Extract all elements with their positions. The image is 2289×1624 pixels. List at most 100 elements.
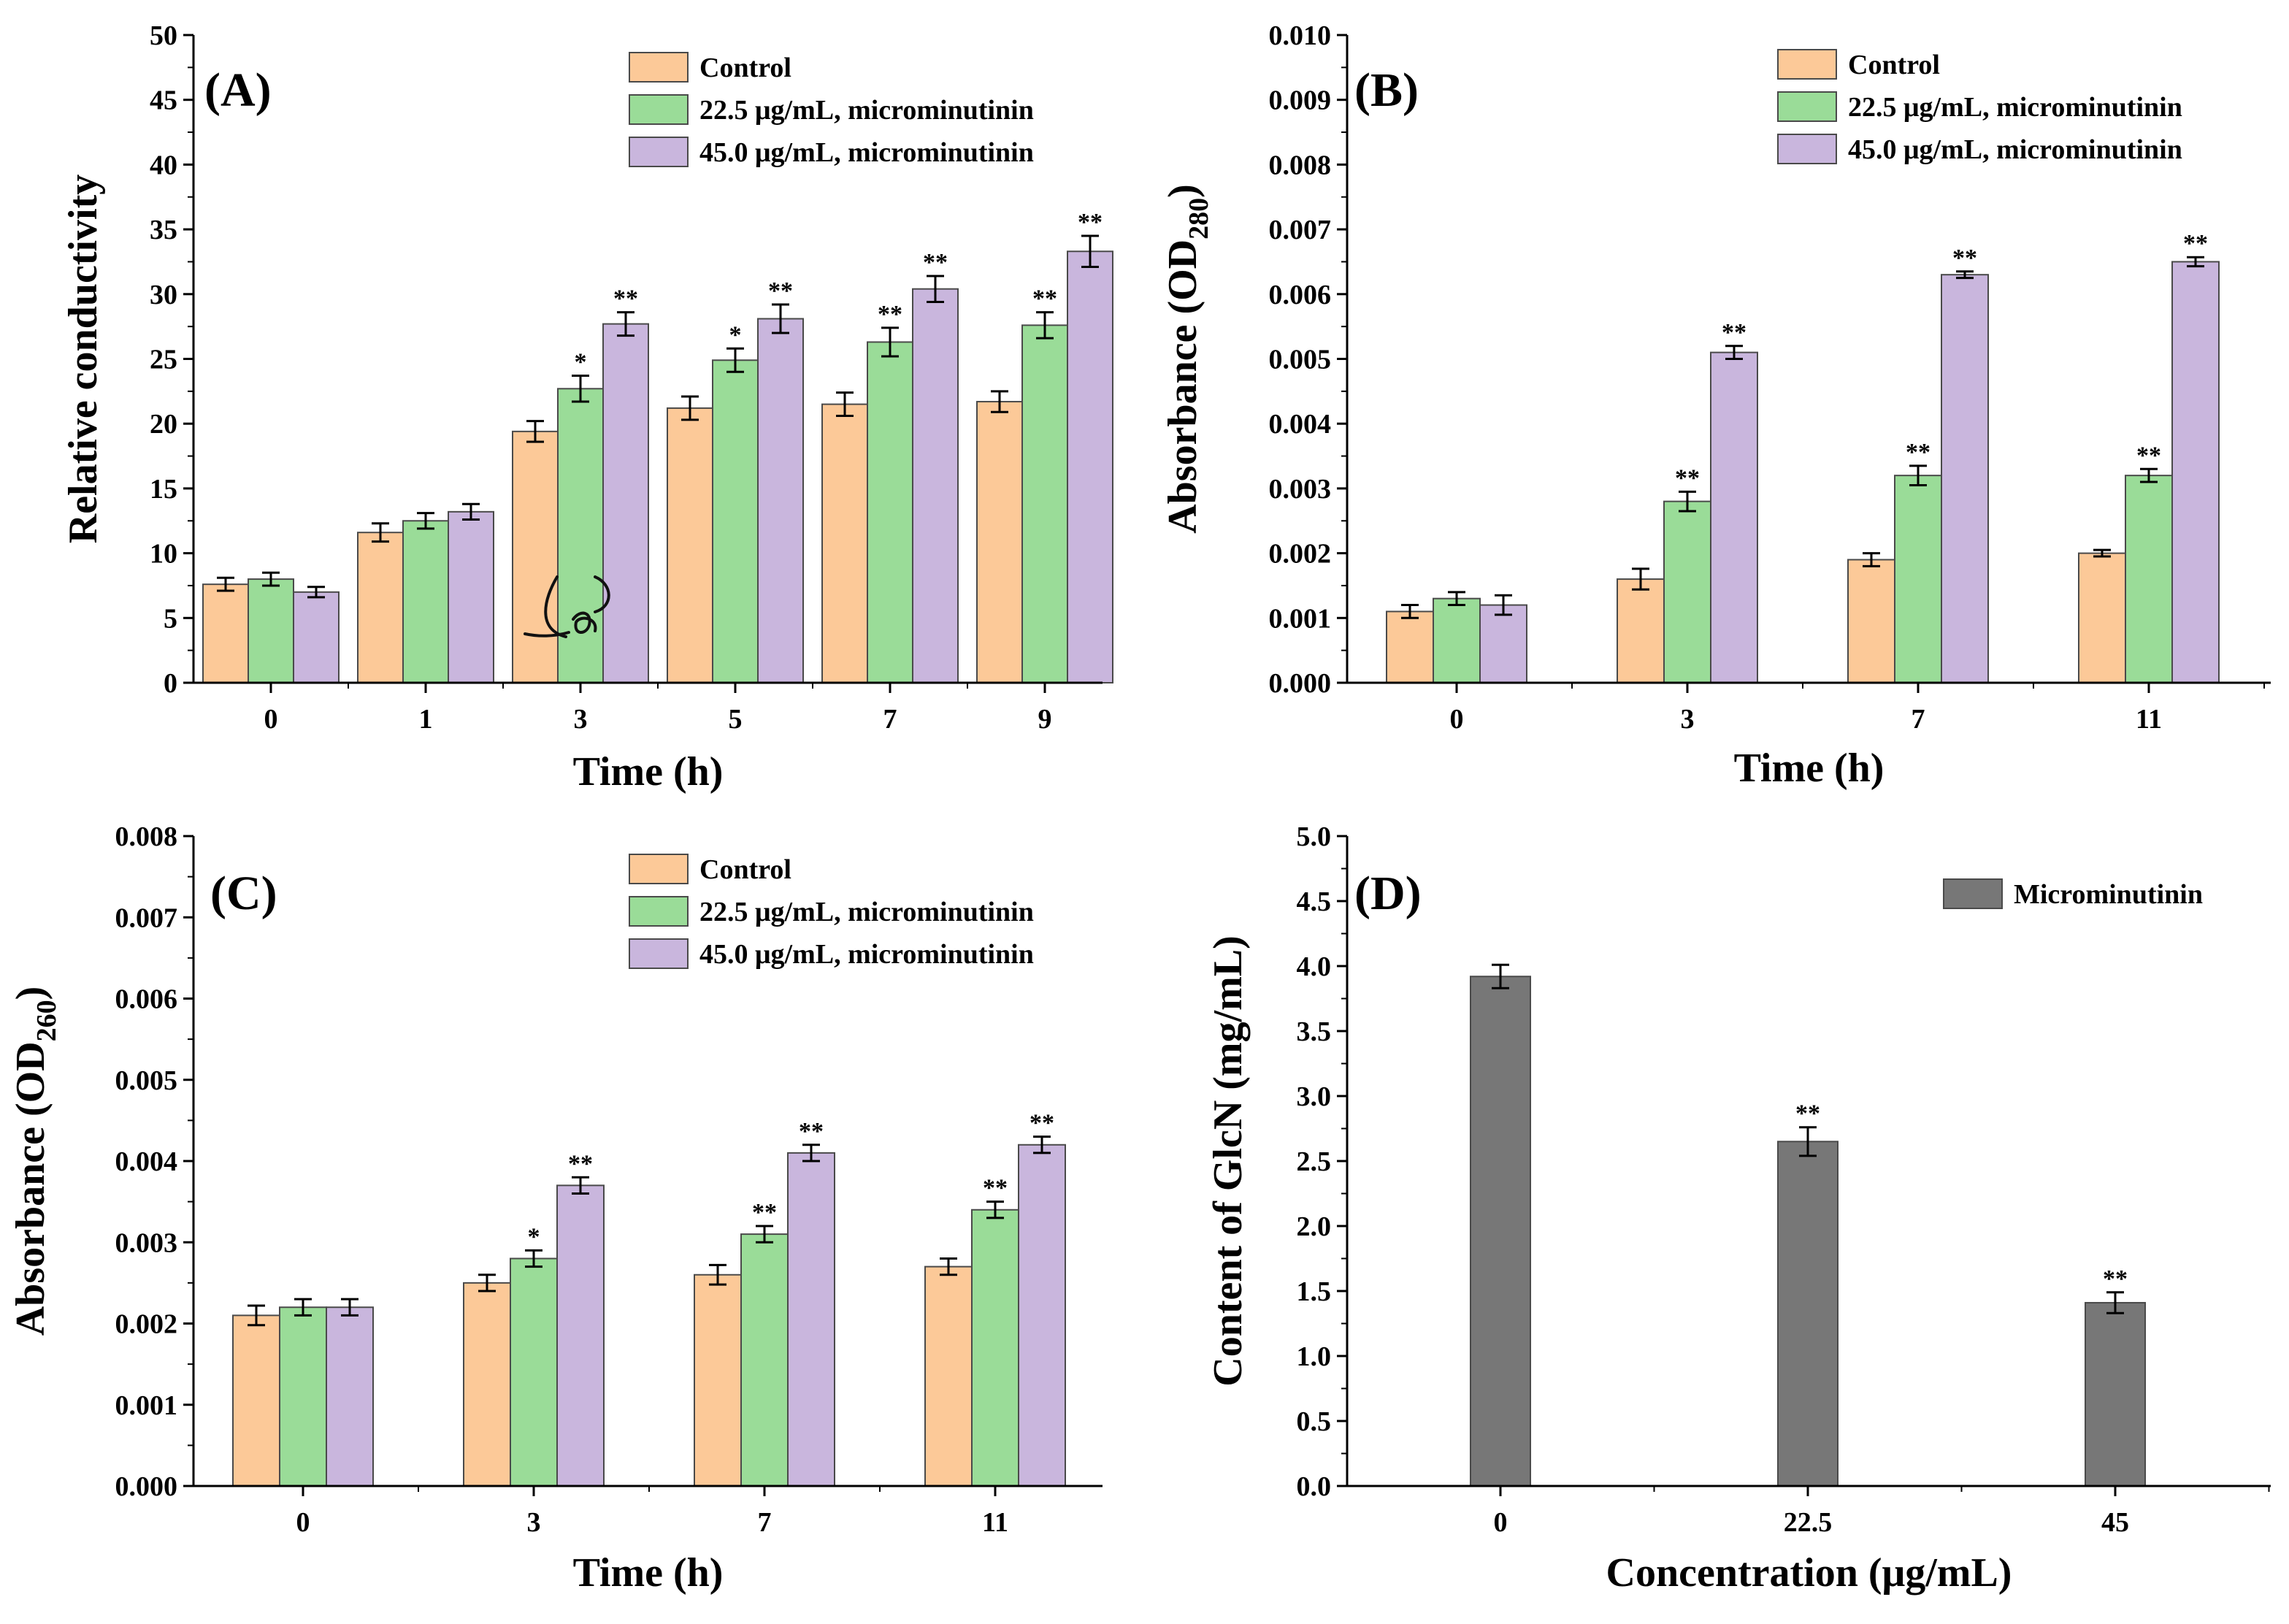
y-tick-label: 4.0 <box>1297 951 1332 982</box>
bar <box>557 388 604 683</box>
panel-label: (D) <box>1354 867 1422 920</box>
y-tick-label: 0.004 <box>1269 409 1332 440</box>
bar <box>293 591 340 684</box>
bar <box>279 1306 327 1487</box>
x-axis-title: Time (h) <box>573 1550 724 1596</box>
bar <box>1777 1141 1839 1487</box>
bar <box>448 510 494 683</box>
chart-panelC: ********* **0.0000.0010.0020.0030.0040.00… <box>8 821 1103 1596</box>
y-tick-label: 30 <box>150 280 177 310</box>
bar <box>1433 597 1481 683</box>
bar <box>1018 1144 1066 1487</box>
y-tick-label: 0.001 <box>1269 603 1332 634</box>
significance-marker: ** <box>799 1118 824 1145</box>
significance-marker: * <box>575 349 587 376</box>
y-tick-label: 0.006 <box>1269 280 1332 310</box>
x-tick-label: 0 <box>264 704 278 735</box>
y-tick-label: 0.005 <box>1269 345 1332 375</box>
y-tick-label: 0.001 <box>115 1390 178 1421</box>
legend-swatch <box>1777 91 1837 122</box>
y-tick-label: 0.5 <box>1297 1406 1332 1437</box>
x-axis-title: Concentration (μg/mL) <box>1606 1550 2012 1596</box>
bar <box>867 341 913 683</box>
legend-label: 45.0 μg/mL, microminutinin <box>1848 134 2182 165</box>
legend-label: 22.5 μg/mL, microminutinin <box>699 897 1034 927</box>
bar <box>402 520 449 683</box>
significance-marker: ** <box>1078 209 1103 236</box>
y-axis-title: Relative conductivity <box>61 175 106 543</box>
significance-marker: ** <box>1795 1100 1820 1127</box>
y-tick-label: 0.007 <box>1269 215 1332 245</box>
legend-label: Control <box>699 53 791 83</box>
x-tick-label: 22.5 <box>1784 1507 1833 1538</box>
bar <box>821 403 868 684</box>
legend-swatch <box>629 94 689 125</box>
panel-label: (B) <box>1354 64 1419 117</box>
x-tick-label: 11 <box>2136 704 2162 735</box>
y-tick-label: 0.007 <box>115 903 178 933</box>
y-tick-label: 35 <box>150 215 177 245</box>
significance-marker: ** <box>2103 1265 2128 1292</box>
x-tick-label: 1 <box>419 704 433 735</box>
bar <box>1479 604 1527 683</box>
bar <box>248 578 294 684</box>
significance-marker: ** <box>2136 442 2161 469</box>
y-tick-label: 5.0 <box>1297 821 1332 852</box>
bar <box>512 430 559 683</box>
bar <box>712 359 759 683</box>
y-axis-title-close: ) <box>8 987 53 1000</box>
bar <box>740 1233 789 1487</box>
chart-panelD: ** ** 0.0 0.5 1.0 1.5 2.0 2.5 3.0 3.5 4.0 4.5 5.0 0 22… <box>1205 821 2271 1596</box>
significance-marker: ** <box>568 1150 593 1177</box>
bar <box>556 1184 605 1487</box>
bar <box>326 1306 374 1487</box>
y-tick-label: 0.008 <box>1269 150 1332 180</box>
y-tick-label: 50 <box>150 20 177 51</box>
y-tick-label: 10 <box>150 539 177 570</box>
y-tick-label: 0.000 <box>1269 668 1332 699</box>
significance-marker: ** <box>752 1199 777 1226</box>
y-tick-label: 0.004 <box>115 1146 178 1177</box>
bar <box>971 1209 1019 1487</box>
panel-label: (A) <box>204 64 272 117</box>
y-tick-label: 0.002 <box>1269 539 1332 570</box>
x-axis-title: Time (h) <box>1734 746 1885 791</box>
y-tick-label: 2.5 <box>1297 1146 1332 1177</box>
legend-swatch <box>629 52 689 83</box>
bar <box>1067 250 1113 683</box>
legend-label: 22.5 μg/mL, microminutinin <box>699 95 1034 126</box>
x-tick-label: 5 <box>729 704 743 735</box>
y-axis-title: Absorbance (OD260) <box>8 987 62 1336</box>
y-tick-label: 0.009 <box>1269 85 1332 116</box>
bar <box>694 1273 742 1487</box>
legend-swatch <box>1777 134 1837 164</box>
y-tick-label: 0.008 <box>115 821 178 852</box>
x-tick-label: 3 <box>527 1507 541 1538</box>
y-tick-label: 1.0 <box>1297 1341 1332 1372</box>
bar <box>232 1314 280 1487</box>
legend-label: Microminutinin <box>2014 879 2203 910</box>
bar <box>924 1265 973 1487</box>
legend-label: 22.5 μg/mL, microminutinin <box>1848 92 2182 123</box>
handwritten-scribble <box>524 575 610 638</box>
y-tick-label: 0.003 <box>115 1227 178 1258</box>
significance-marker: ** <box>1952 245 1977 272</box>
bar <box>463 1282 511 1487</box>
x-tick-label: 11 <box>982 1507 1008 1538</box>
y-tick-label: 0.002 <box>115 1309 178 1340</box>
bar <box>1710 351 1758 683</box>
y-tick-label: 15 <box>150 474 177 505</box>
bar <box>1847 559 1895 683</box>
significance-marker: * <box>729 321 742 348</box>
x-tick-label: 3 <box>574 704 588 735</box>
x-tick-label: 0 <box>1450 704 1464 735</box>
y-tick-label: 0.010 <box>1269 20 1332 51</box>
bar <box>976 401 1023 683</box>
x-tick-label: 3 <box>1681 704 1695 735</box>
y-tick-label: 0.006 <box>115 984 178 1015</box>
y-axis-title: Content of GlcN (mg/mL) <box>1205 935 1251 1386</box>
legend-label: 45.0 μg/mL, microminutinin <box>699 939 1034 970</box>
y-tick-label: 20 <box>150 409 177 440</box>
